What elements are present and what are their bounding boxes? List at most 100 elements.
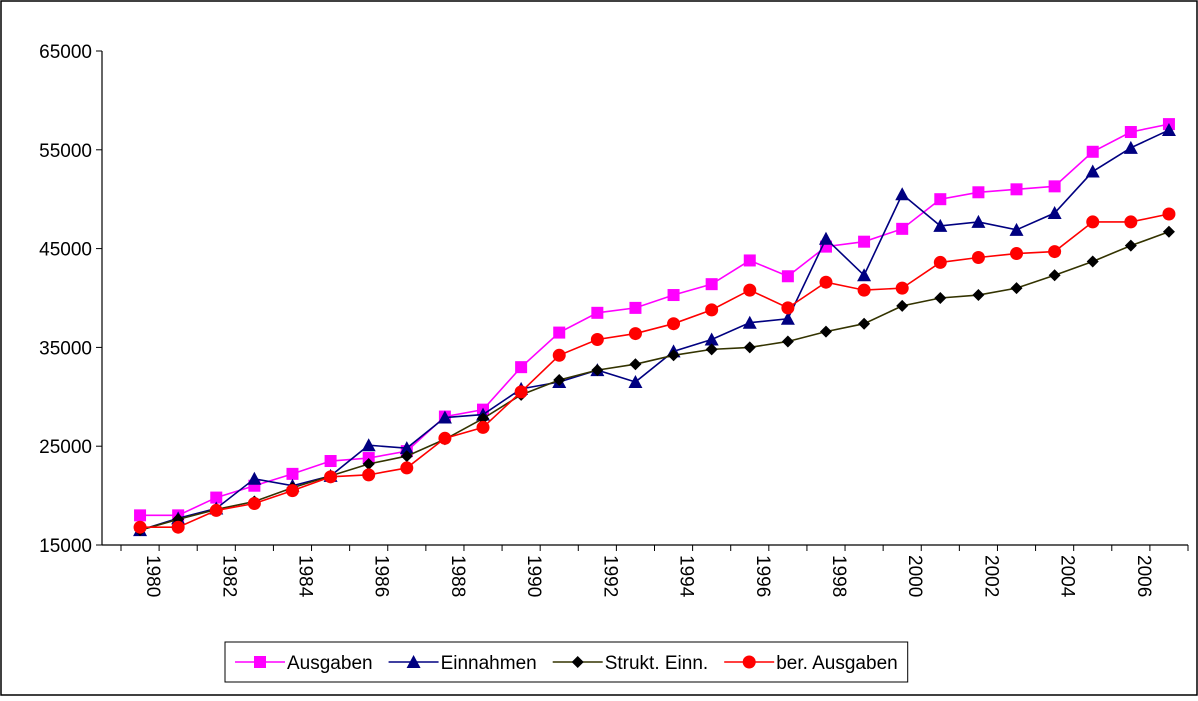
marker [285, 484, 299, 498]
marker [972, 186, 985, 199]
marker [324, 455, 337, 468]
x-tick-label: 1994 [676, 555, 697, 598]
marker [400, 461, 414, 475]
y-tick-label: 45000 [39, 240, 92, 261]
marker [476, 420, 490, 434]
marker [628, 327, 642, 341]
x-tick-label: 1998 [828, 555, 849, 597]
marker [362, 457, 375, 470]
marker [437, 410, 452, 424]
marker [667, 317, 681, 331]
marker [1123, 140, 1138, 154]
marker [934, 292, 947, 304]
x-tick-label: 1992 [599, 555, 620, 597]
marker [971, 214, 986, 228]
marker [1010, 282, 1023, 295]
marker [1048, 180, 1061, 193]
marker [571, 656, 584, 668]
y-tick-label: 55000 [39, 141, 92, 162]
legend: Ausgaben Einnahmen Strukt. Einn. ber. Ausga… [224, 641, 909, 683]
x-tick-label: 1982 [218, 555, 239, 597]
marker [361, 438, 376, 452]
marker [209, 503, 223, 517]
marker [247, 497, 261, 511]
marker [171, 520, 185, 534]
legend-label: Strukt. Einn. [605, 653, 709, 674]
marker [857, 283, 871, 297]
x-tick-label: 2004 [1057, 555, 1078, 598]
marker [515, 361, 528, 374]
marker [210, 491, 223, 504]
marker [438, 431, 452, 445]
marker [1124, 126, 1137, 139]
marker [591, 306, 604, 319]
marker [1086, 255, 1099, 268]
marker [553, 326, 566, 339]
marker [857, 268, 872, 282]
marker [780, 311, 795, 325]
y-tick-label: 15000 [39, 536, 92, 557]
marker [896, 299, 909, 312]
marker [400, 450, 413, 463]
x-tick-label: 1996 [752, 555, 773, 597]
marker [972, 289, 985, 302]
x-tick-label: 2006 [1133, 555, 1154, 597]
marker [362, 468, 376, 482]
marker [254, 656, 266, 668]
marker [781, 270, 794, 283]
series-line [139, 129, 1170, 531]
marker [1086, 145, 1099, 158]
marker [743, 341, 756, 354]
marker [247, 471, 262, 485]
marker [1009, 222, 1024, 236]
marker [742, 655, 756, 669]
marker [705, 343, 718, 356]
marker [819, 275, 833, 289]
x-tick-label: 2000 [904, 555, 925, 597]
marker [324, 470, 338, 484]
marker [705, 303, 719, 317]
marker [743, 254, 756, 267]
marker [1048, 245, 1062, 259]
x-tick-label: 1988 [447, 555, 468, 597]
y-tick-label: 65000 [39, 42, 92, 63]
marker [629, 358, 642, 371]
marker [1162, 225, 1175, 238]
series-line [140, 123, 1170, 517]
marker [781, 301, 795, 315]
marker [934, 193, 947, 206]
x-tick-label: 1990 [523, 555, 544, 597]
marker [1086, 215, 1100, 229]
marker [933, 255, 947, 269]
marker [858, 317, 871, 330]
marker [591, 364, 604, 377]
marker [553, 374, 566, 387]
marker [1048, 269, 1061, 282]
marker [1124, 239, 1137, 252]
marker [704, 332, 719, 346]
marker [1124, 215, 1138, 229]
marker [1047, 206, 1062, 220]
marker [667, 349, 680, 362]
marker [818, 231, 833, 245]
marker [628, 374, 643, 388]
marker [781, 335, 794, 348]
marker [895, 281, 909, 295]
series-line [140, 213, 1170, 529]
marker [1162, 207, 1176, 221]
marker [133, 520, 147, 534]
x-tick-label: 1980 [142, 555, 163, 597]
y-tick-label: 35000 [39, 338, 92, 359]
x-tick-label: 1984 [294, 555, 315, 598]
marker [477, 412, 490, 425]
y-tick-label: 25000 [39, 437, 92, 458]
marker [1161, 123, 1176, 137]
legend-label: ber. Ausgaben [776, 653, 898, 674]
marker [399, 441, 414, 455]
marker [1085, 164, 1100, 178]
marker [134, 509, 147, 522]
marker [514, 385, 528, 399]
